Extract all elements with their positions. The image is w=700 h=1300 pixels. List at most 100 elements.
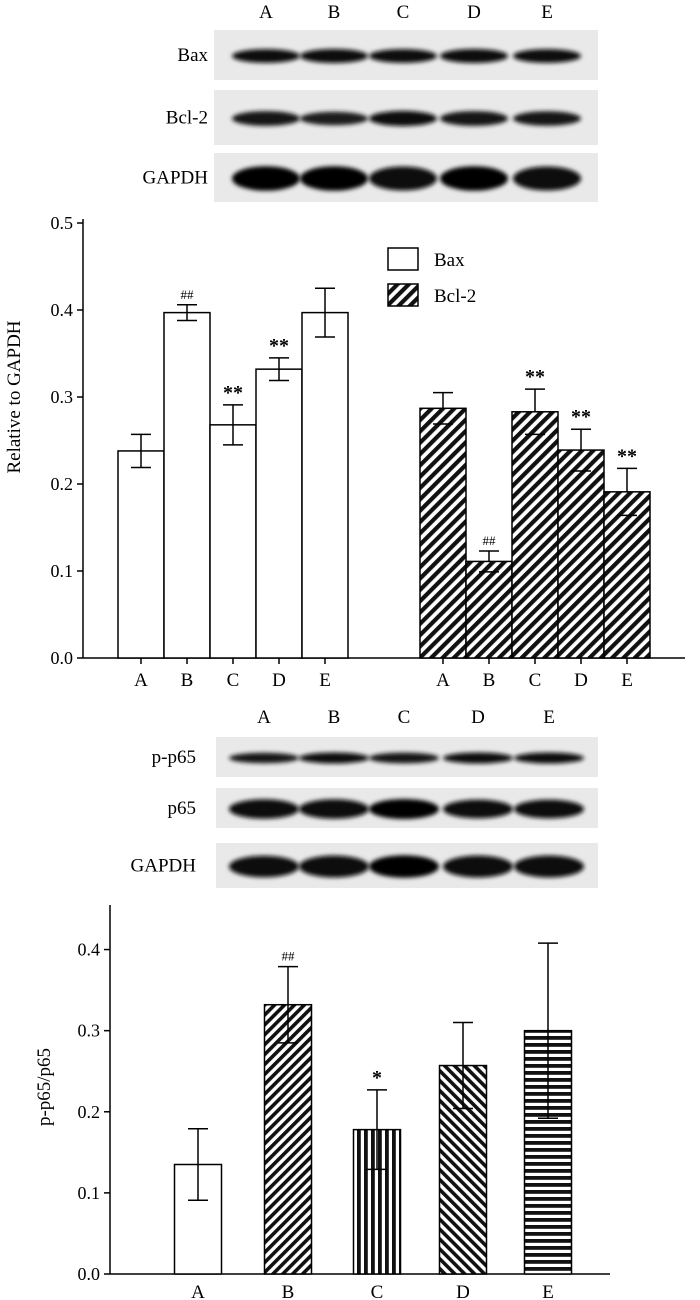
lane-label-c: C xyxy=(398,707,411,728)
x-tick-label: C xyxy=(227,670,240,691)
blot-band-p65-b xyxy=(299,799,369,819)
bax-bcl2-bar-chart: Relative to GAPDH 0.0 0.1 0.2 0.3 0.4 0.5 A B #… xyxy=(4,213,685,691)
y-tick-label: 0.0 xyxy=(51,648,74,668)
significance-label-c: * xyxy=(372,1067,382,1089)
blot-row-label-p65: p65 xyxy=(168,798,197,819)
x-tick-label: B xyxy=(181,670,194,691)
y-tick-label: 0.2 xyxy=(51,474,74,494)
legend-swatch-bcl2 xyxy=(387,283,419,307)
significance-label-b: ## xyxy=(282,949,296,964)
legend-swatch-bax xyxy=(387,247,419,271)
blot-band-bcl-2-a xyxy=(232,111,300,126)
lane-label-a: A xyxy=(257,707,271,728)
blot-band-gapdh-c xyxy=(369,166,437,191)
blot-band-bax-d xyxy=(440,48,508,64)
x-tick-label: C xyxy=(371,1282,384,1300)
y-tick-label: 0.3 xyxy=(78,1021,101,1041)
legend: Bax Bcl-2 xyxy=(387,247,476,307)
blot-band-p65-c xyxy=(369,799,439,819)
lane-label-e: E xyxy=(541,2,553,23)
blot-band-bcl-2-c xyxy=(369,110,437,127)
x-tick-label: A xyxy=(436,670,450,691)
legend-label-bax: Bax xyxy=(434,250,465,271)
blot-band-gapdh-b xyxy=(300,166,368,191)
bar-bcl-2-e xyxy=(603,491,651,659)
blot-band-p-p65-d xyxy=(443,752,513,764)
blot-band-gapdh-e xyxy=(513,166,581,191)
y-tick-label: 0.4 xyxy=(78,940,101,960)
blot-band-p65-a xyxy=(229,799,299,819)
bars: A B ## C * D E xyxy=(173,942,573,1300)
y-axis-label: Relative to GAPDH xyxy=(4,320,25,473)
blot-band-p-p65-e xyxy=(514,752,584,764)
x-tick-label: B xyxy=(282,1282,295,1300)
blot-band-bcl-2-d xyxy=(440,111,508,126)
blot-band-p65-e xyxy=(514,799,584,819)
bar-bcl-2-a xyxy=(419,407,467,659)
blot-band-bcl-2-e xyxy=(513,111,581,126)
blot-row-label-gapdh: GAPDH xyxy=(131,856,197,877)
bar-bax-e xyxy=(301,311,349,659)
bar-bcl-2-d xyxy=(557,449,605,659)
blot-band-gapdh-d xyxy=(443,855,513,878)
bar-bax-a xyxy=(117,450,165,659)
blot-band-bcl-2-b xyxy=(300,111,368,126)
blot-band-p-p65-a xyxy=(229,752,299,764)
significance-label-bcl-2-e: ** xyxy=(617,445,637,467)
blot-row-label-gapdh: GAPDH xyxy=(143,168,209,189)
p-p65-bar-chart: p-p65/p65 0.0 0.1 0.2 0.3 0.4 A B ## C * D E xyxy=(34,905,610,1300)
x-tick-label: D xyxy=(456,1282,470,1300)
blot-band-gapdh-a xyxy=(232,166,300,191)
lane-label-d: D xyxy=(471,707,485,728)
lane-label-b: B xyxy=(328,707,341,728)
lane-label-e: E xyxy=(543,707,555,728)
blot-row-label-bax: Bax xyxy=(177,45,208,66)
significance-label-bax-b: ## xyxy=(181,287,195,302)
bar-bax-c xyxy=(209,424,257,659)
x-tick-label: D xyxy=(272,670,286,691)
bar-c xyxy=(352,1128,402,1275)
western-blot-p65: A B C D Ep-p65 p65 GAPDH xyxy=(131,707,598,888)
lane-label-b: B xyxy=(328,2,341,23)
blot-band-gapdh-d xyxy=(440,166,508,191)
lane-label-c: C xyxy=(397,2,410,23)
blot-row-label-bcl-2: Bcl-2 xyxy=(166,108,208,129)
blot-band-bax-c xyxy=(369,49,437,63)
blot-band-bax-a xyxy=(232,49,300,63)
y-tick-label: 0.3 xyxy=(51,387,74,407)
western-blot-bax-bcl2: A B C D E Bax Bcl-2 GAPDH xyxy=(143,2,598,202)
blot-row-label-p-p65: p-p65 xyxy=(152,747,196,768)
significance-label-bax-c: ** xyxy=(223,382,243,404)
significance-label-bcl-2-b: ## xyxy=(483,533,497,548)
significance-label-bcl-2-c: ** xyxy=(525,366,545,388)
significance-label-bcl-2-d: ** xyxy=(571,406,591,428)
y-tick-label: 0.4 xyxy=(51,300,74,320)
x-tick-label: E xyxy=(319,670,331,691)
bar-bax-d xyxy=(255,368,303,659)
blot-band-p65-d xyxy=(443,799,513,819)
y-axis-label: p-p65/p65 xyxy=(34,1048,55,1126)
x-tick-label: A xyxy=(134,670,148,691)
y-tick-label: 0.1 xyxy=(78,1183,101,1203)
blot-band-gapdh-b xyxy=(299,855,369,878)
x-tick-label: A xyxy=(191,1282,205,1300)
blot-band-bax-e xyxy=(513,49,581,63)
bar-bcl-2-b xyxy=(465,560,513,659)
y-tick-label: 0.5 xyxy=(51,213,74,233)
bar-b xyxy=(263,1003,313,1275)
x-tick-label: B xyxy=(483,670,496,691)
lane-label-d: D xyxy=(467,2,481,23)
significance-label-bax-d: ** xyxy=(269,335,289,357)
x-tick-label: E xyxy=(542,1282,554,1300)
bar-bax-b xyxy=(163,311,211,659)
x-tick-label: E xyxy=(621,670,633,691)
blot-band-gapdh-c xyxy=(369,855,439,878)
x-tick-label: C xyxy=(529,670,542,691)
blot-band-p-p65-b xyxy=(299,752,369,764)
y-tick-label: 0.0 xyxy=(78,1264,101,1284)
blot-band-gapdh-e xyxy=(514,855,584,878)
blot-band-bax-b xyxy=(300,48,368,64)
y-tick-label: 0.2 xyxy=(78,1102,101,1122)
x-tick-label: D xyxy=(574,670,588,691)
